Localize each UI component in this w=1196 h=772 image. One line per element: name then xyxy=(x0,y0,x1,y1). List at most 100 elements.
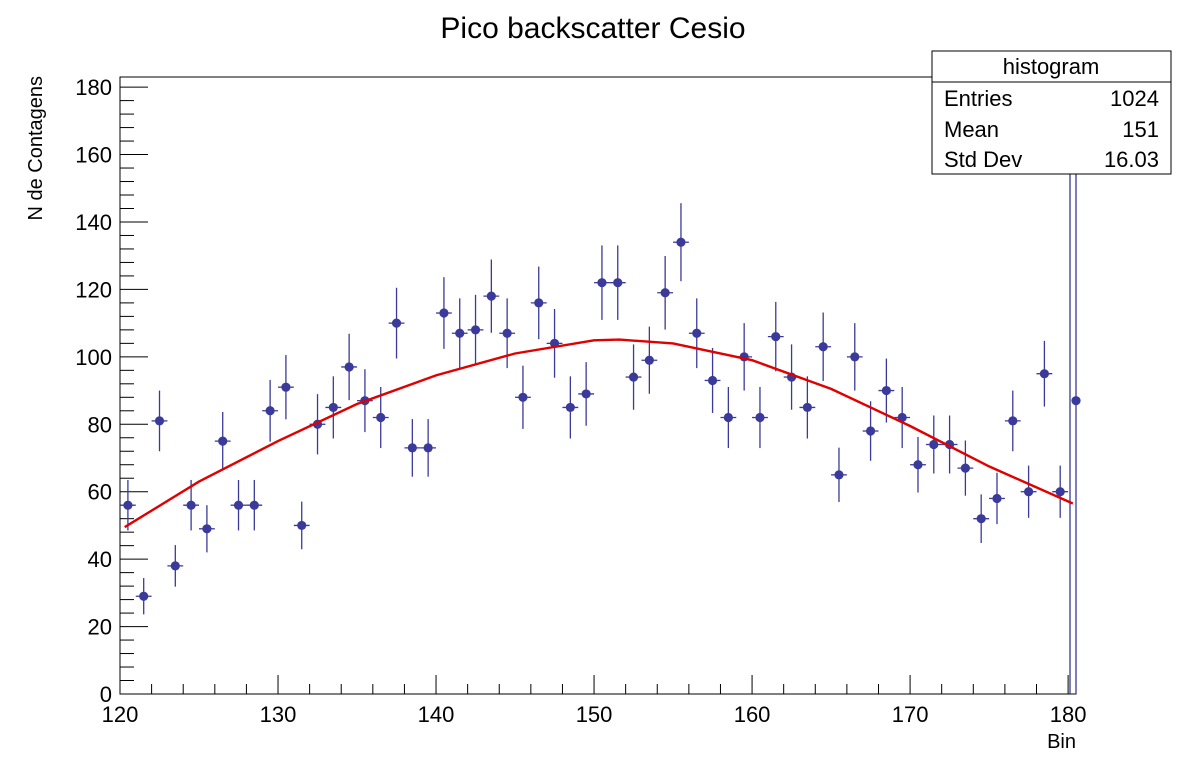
data-marker xyxy=(676,237,686,247)
data-marker xyxy=(881,385,891,396)
y-tick-label: 120 xyxy=(75,277,112,302)
data-marker xyxy=(123,500,133,510)
y-tick-label: 0 xyxy=(100,682,112,707)
y-axis-label: N de Contagens xyxy=(25,76,47,221)
data-point xyxy=(151,390,168,452)
data-point xyxy=(246,479,263,531)
data-marker xyxy=(518,392,528,402)
data-marker xyxy=(249,500,259,510)
y-tick-label: 20 xyxy=(88,615,112,640)
data-point xyxy=(704,347,721,413)
data-point xyxy=(578,362,595,426)
data-marker xyxy=(265,406,275,416)
fit-layer xyxy=(124,338,1074,529)
data-point xyxy=(341,333,358,401)
data-marker xyxy=(233,500,244,510)
data-point xyxy=(625,344,642,410)
data-point xyxy=(230,479,247,531)
stats-mean-label: Mean xyxy=(944,117,999,142)
data-point xyxy=(436,277,452,349)
data-point xyxy=(167,545,184,587)
data-marker xyxy=(297,520,307,531)
y-tick-label: 40 xyxy=(88,547,112,572)
data-point xyxy=(530,266,547,340)
data-point xyxy=(989,472,1005,525)
data-point xyxy=(483,259,500,333)
data-point xyxy=(594,245,610,320)
y-tick-label: 100 xyxy=(75,345,112,370)
data-marker xyxy=(186,500,196,510)
data-marker xyxy=(834,470,844,480)
data-marker xyxy=(613,278,623,288)
data-point xyxy=(878,358,895,423)
data-marker xyxy=(139,591,149,601)
data-marker xyxy=(486,291,496,301)
x-tick-label: 170 xyxy=(892,702,929,727)
data-marker xyxy=(818,342,828,352)
stats-box-frame xyxy=(931,50,1172,175)
data-marker xyxy=(628,372,639,382)
data-marker xyxy=(439,308,449,318)
y-tick-label: 80 xyxy=(88,412,112,437)
stats-mean-value: 151 xyxy=(1122,117,1159,142)
data-point xyxy=(767,301,784,372)
y-tick-label: 160 xyxy=(75,143,112,168)
stats-box: histogram Entries 1024 Mean 151 Std Dev … xyxy=(931,50,1172,175)
y-tick-label: 180 xyxy=(75,75,112,100)
data-point xyxy=(831,447,847,503)
data-marker xyxy=(344,362,354,372)
data-point xyxy=(1020,465,1037,518)
x-tick-label: 130 xyxy=(260,702,297,727)
data-point xyxy=(562,376,579,439)
data-marker xyxy=(771,332,781,342)
data-point xyxy=(135,578,152,615)
data-point xyxy=(1052,465,1069,518)
data-marker xyxy=(929,439,939,450)
data-marker xyxy=(865,426,876,436)
data-point xyxy=(214,411,231,471)
data-point xyxy=(688,298,705,369)
chart-title: Pico backscatter Cesio xyxy=(440,12,745,45)
data-marker xyxy=(850,352,860,362)
x-tick-label: 140 xyxy=(418,702,455,727)
stats-entries-label: Entries xyxy=(944,86,1012,111)
data-marker xyxy=(660,288,670,298)
data-point xyxy=(957,440,974,496)
data-point xyxy=(720,386,737,449)
y-tick-label: 60 xyxy=(88,480,112,505)
data-point xyxy=(199,505,215,553)
data-marker xyxy=(154,416,165,426)
data-marker xyxy=(1071,396,1081,406)
data-point xyxy=(546,308,563,378)
x-tick-label: 120 xyxy=(102,702,139,727)
data-point xyxy=(1036,340,1053,407)
data-point xyxy=(862,401,879,461)
y-tick-label: 140 xyxy=(75,210,112,235)
data-point xyxy=(973,494,990,543)
data-marker xyxy=(423,443,433,453)
data-point xyxy=(941,415,958,474)
data-point xyxy=(925,415,942,474)
x-tick-label: 180 xyxy=(1050,702,1087,727)
data-marker xyxy=(376,412,386,423)
data-marker xyxy=(1023,487,1034,497)
data-marker xyxy=(960,463,970,473)
data-point xyxy=(657,256,674,330)
x-axis-label: Bin xyxy=(1047,731,1076,753)
data-point xyxy=(325,376,342,439)
data-marker xyxy=(992,493,1002,504)
data-marker xyxy=(723,412,733,423)
data-marker xyxy=(1008,416,1018,426)
data-point xyxy=(451,298,468,369)
stats-entries-value: 1024 xyxy=(1110,86,1159,111)
data-point xyxy=(515,365,531,429)
data-point xyxy=(894,386,911,449)
data-point xyxy=(262,379,279,442)
data-marker xyxy=(502,328,512,338)
data-point xyxy=(752,386,768,449)
x-axis: 120 130 140 150 160 170 180 xyxy=(102,675,1087,727)
data-point xyxy=(1004,390,1021,452)
data-marker xyxy=(1039,369,1049,379)
stats-box-title: histogram xyxy=(1003,54,1100,79)
